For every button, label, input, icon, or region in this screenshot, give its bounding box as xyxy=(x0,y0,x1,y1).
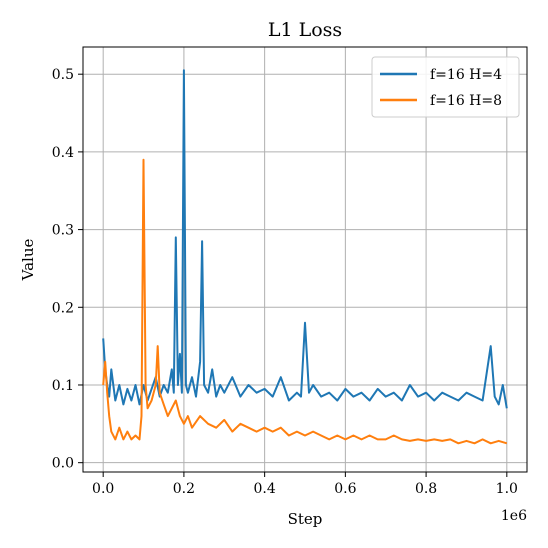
y-tick-label: 0.0 xyxy=(52,456,74,472)
y-tick-label: 0.4 xyxy=(52,145,74,161)
y-axis-label: Value xyxy=(19,239,37,282)
series-line-f16-h8 xyxy=(102,158,508,445)
y-tick-label: 0.2 xyxy=(52,300,74,316)
x-tick-label: 0.6 xyxy=(334,481,356,497)
legend-box xyxy=(371,56,520,118)
x-tick-label: 0.2 xyxy=(173,481,195,497)
legend-label: f=16 H=8 xyxy=(430,93,502,109)
legend: f=16 H=4 f=16 H=8 xyxy=(371,56,520,118)
chart-title: L1 Loss xyxy=(268,19,342,41)
x-axis-offset-label: 1e6 xyxy=(501,508,527,524)
y-tick-label: 0.1 xyxy=(52,378,74,394)
axis-ticks: 0.0 0.2 0.4 0.6 0.8 1.0 0.0 0.1 0.2 0.3 0.4 0.5 xyxy=(52,67,518,497)
x-tick-label: 1.0 xyxy=(496,481,518,497)
x-axis-label: Step xyxy=(288,510,323,528)
series-lines xyxy=(102,69,508,445)
x-tick-label: 0.8 xyxy=(415,481,437,497)
y-tick-label: 0.5 xyxy=(52,67,74,83)
plot-frame xyxy=(82,46,528,473)
x-tick-label: 0.4 xyxy=(254,481,276,497)
y-tick-label: 0.3 xyxy=(52,223,74,239)
x-tick-label: 0.0 xyxy=(92,481,114,497)
legend-label: f=16 H=4 xyxy=(430,67,502,83)
